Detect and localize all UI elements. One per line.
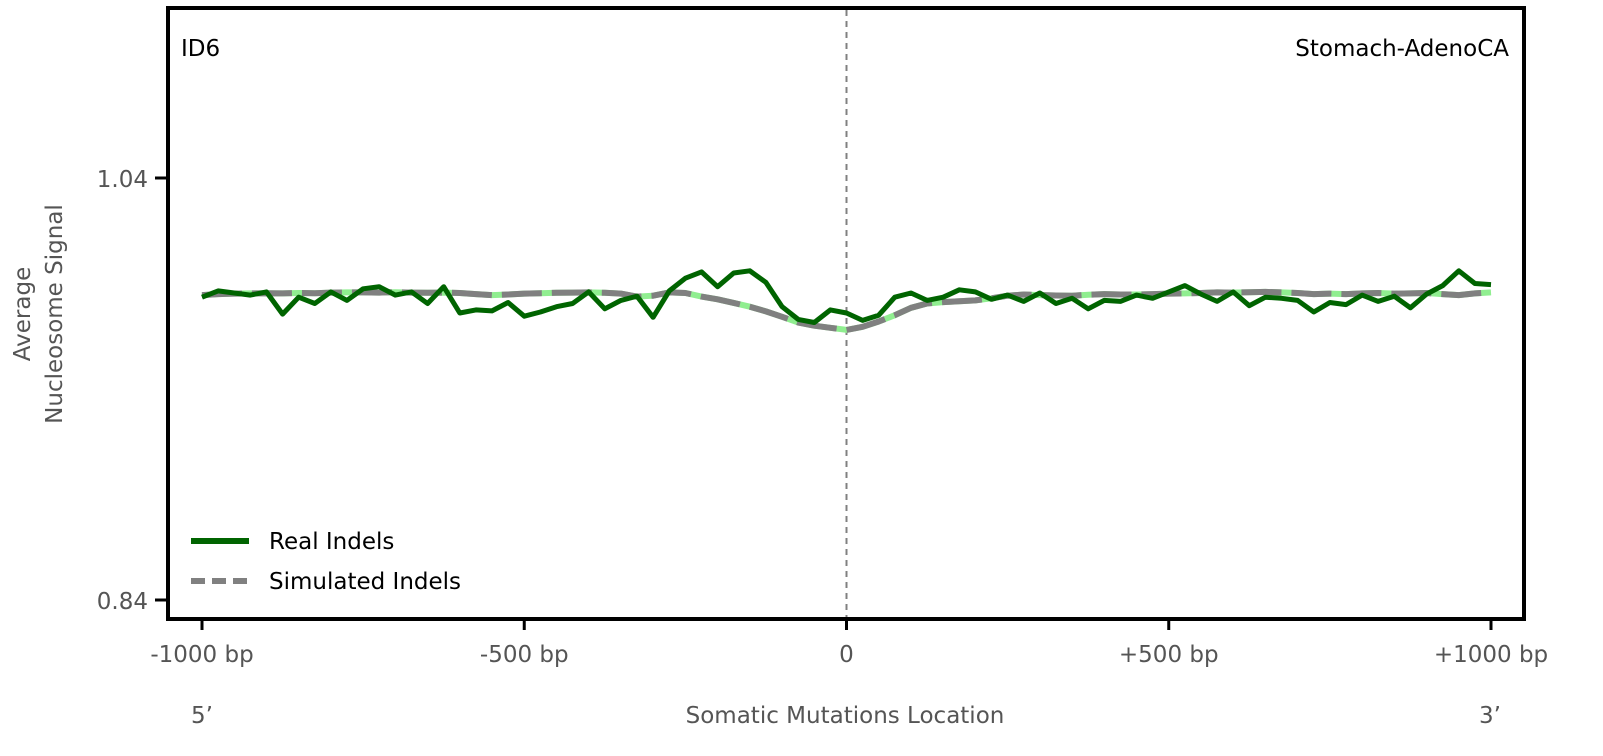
signature-label: ID6 bbox=[181, 36, 220, 62]
series-lines bbox=[201, 268, 1492, 333]
five-prime-label: 5’ bbox=[191, 703, 213, 729]
legend-simulated-label: Simulated Indels bbox=[269, 569, 461, 595]
x-tick-label: +1000 bp bbox=[1434, 642, 1548, 668]
x-axis-title: Somatic Mutations Location bbox=[686, 703, 1005, 729]
x-tick-label: +500 bp bbox=[1119, 642, 1219, 668]
y-axis-title-line2: Nucleosome Signal bbox=[42, 204, 68, 424]
x-tick-label: -1000 bp bbox=[150, 642, 253, 668]
cancer-type-label: Stomach-AdenoCA bbox=[1295, 36, 1509, 62]
axis-ticks: -1000 bp -500 bp 0 +500 bp +1000 bp 1.04 0.84 bbox=[97, 167, 1548, 668]
real-indels-line bbox=[201, 268, 1492, 325]
x-tick-label: -500 bp bbox=[480, 642, 569, 668]
simulated-indels-line bbox=[201, 288, 1492, 333]
legend: Real Indels Simulated Indels bbox=[191, 529, 461, 595]
three-prime-label: 3’ bbox=[1479, 703, 1501, 729]
y-tick-label: 0.84 bbox=[97, 589, 148, 615]
y-axis-title-line1: Average bbox=[10, 267, 36, 361]
legend-real-label: Real Indels bbox=[269, 529, 394, 555]
y-tick-label: 1.04 bbox=[97, 167, 148, 193]
x-tick-label: 0 bbox=[839, 642, 854, 668]
